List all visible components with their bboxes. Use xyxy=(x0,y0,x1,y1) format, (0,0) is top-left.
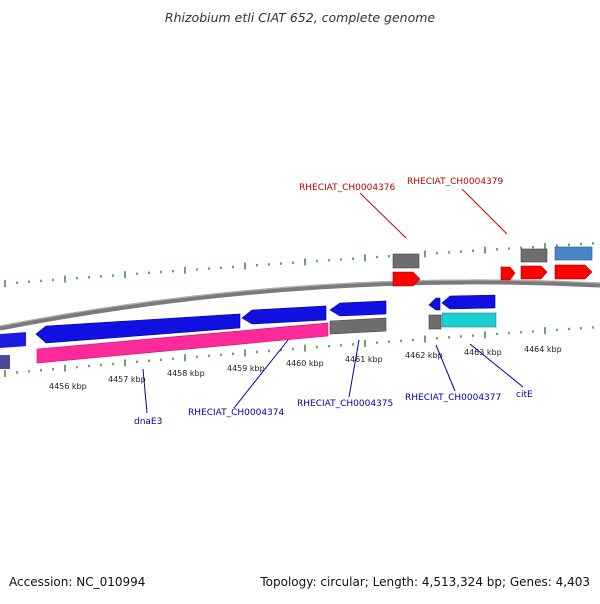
gene-citE[interactable] xyxy=(441,312,497,328)
gene-label-rheciat-ch0004377[interactable]: RHECIAT_CH0004377 xyxy=(405,393,501,403)
gene-label-rheciat-ch0004379[interactable]: RHECIAT_CH0004379 xyxy=(407,177,504,187)
gene-rheciat-ch0004380[interactable] xyxy=(554,264,593,280)
scale-label: 4457 kbp xyxy=(108,375,146,384)
scale-label: 4461 kbp xyxy=(345,355,383,364)
scale-label: 4459 kbp xyxy=(227,364,265,373)
scale-label: 4460 kbp xyxy=(286,359,324,368)
scale-label: 4456 kbp xyxy=(49,382,87,391)
leader-line-rheciat-ch0004374 xyxy=(233,339,289,409)
leader-line-dnaE3 xyxy=(142,368,148,414)
gene-label-citE[interactable]: citE xyxy=(516,390,533,400)
scale-label: 4463 kbp xyxy=(464,348,502,357)
gene-label-rheciat-ch0004375[interactable]: RHECIAT_CH0004375 xyxy=(297,399,393,409)
gene-feature-grey[interactable] xyxy=(329,317,387,335)
genome-title: Rhizobium etli CIAT 652, complete genome xyxy=(164,10,436,25)
gene-label-dnaE3[interactable]: dnaE3 xyxy=(134,417,162,427)
scale-label: 4458 kbp xyxy=(167,369,205,378)
leader-line-rheciat-ch0004379 xyxy=(461,188,508,235)
chromosome-backbone-highlight xyxy=(0,279,600,327)
gene-feature-grey-small[interactable] xyxy=(428,314,442,330)
gene-label-rheciat-ch0004376[interactable]: RHECIAT_CH0004376 xyxy=(299,183,396,193)
gene-rheciat-ch0004377-small[interactable] xyxy=(428,297,441,311)
gene-rheciat-ch0004378[interactable] xyxy=(500,266,516,281)
accession-text: Accession: NC_010994 xyxy=(9,575,146,589)
gene-dnaE3[interactable] xyxy=(35,313,241,344)
leader-line-citE xyxy=(469,343,524,388)
gene-rheciat-ch0004376-grey[interactable] xyxy=(392,253,420,269)
leader-line-rheciat-ch0004377 xyxy=(435,344,456,392)
gene-fragment-left-purple[interactable] xyxy=(0,355,10,369)
gene-fragment-left-blue[interactable] xyxy=(0,332,26,348)
scale-labels: 4456 kbp 4457 kbp 4458 kbp 4459 kbp 4460… xyxy=(49,345,562,391)
scale-label: 4464 kbp xyxy=(524,345,562,354)
gene-rheciat-ch0004376[interactable] xyxy=(392,271,421,287)
gene-label-rheciat-ch0004374[interactable]: RHECIAT_CH0004374 xyxy=(188,408,285,418)
gene-feature-magenta[interactable] xyxy=(36,322,329,364)
leader-line-rheciat-ch0004375 xyxy=(348,339,360,398)
scale-label: 4462 kbp xyxy=(405,351,443,360)
chromosome-backbone xyxy=(0,279,600,331)
gene-feature-steelblue[interactable] xyxy=(554,246,593,261)
gene-rheciat-ch0004377[interactable] xyxy=(441,294,496,310)
tick-marks xyxy=(4,242,594,378)
gene-rheciat-ch0004375[interactable] xyxy=(329,300,387,317)
gene-rheciat-ch0004374[interactable] xyxy=(241,305,327,325)
genome-summary-text: Topology: circular; Length: 4,513,324 bp… xyxy=(260,575,590,589)
leader-line-rheciat-ch0004376 xyxy=(359,192,407,239)
gene-rheciat-ch0004379-grey[interactable] xyxy=(520,248,548,263)
gene-rheciat-ch0004379[interactable] xyxy=(520,265,548,280)
